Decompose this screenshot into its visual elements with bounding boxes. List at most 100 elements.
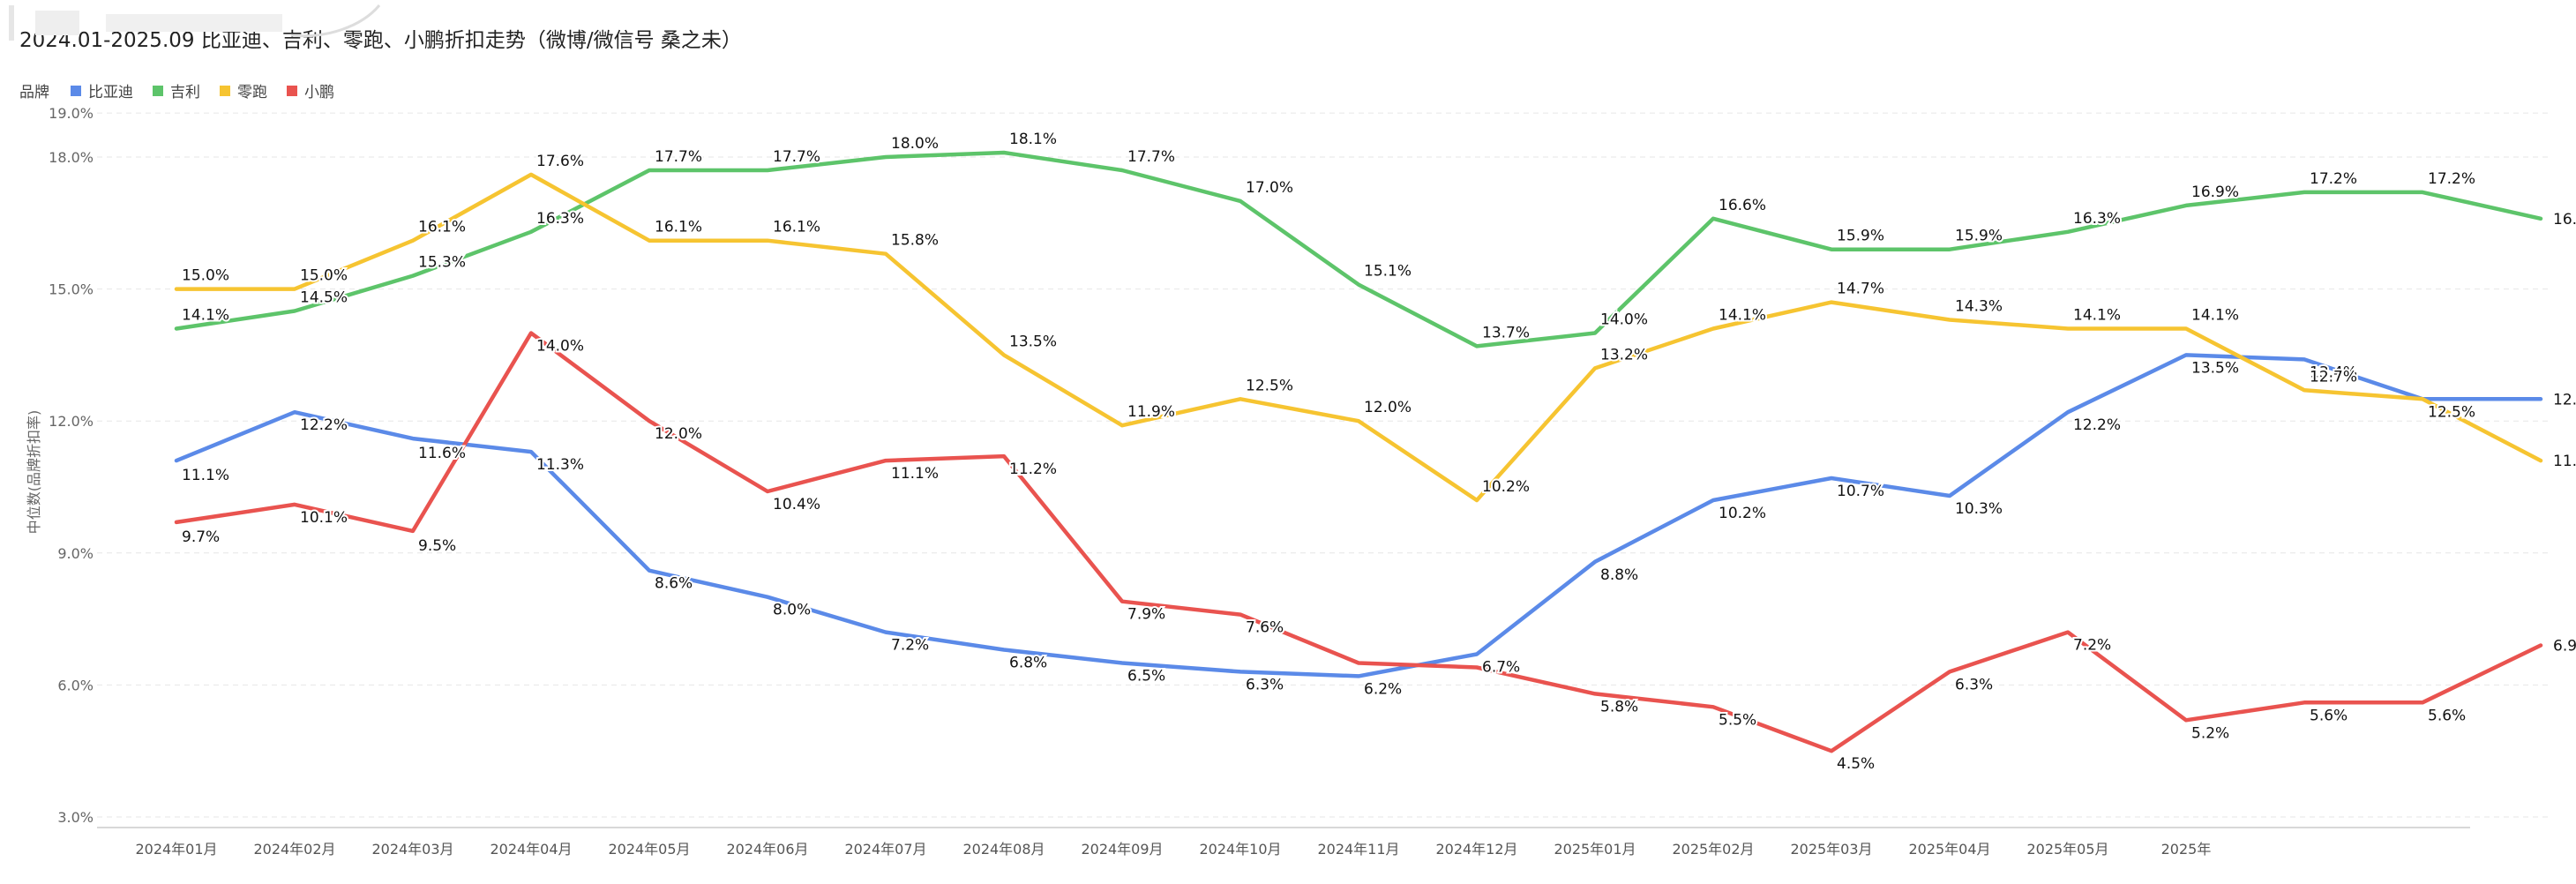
y-tick-label: 9.0% <box>57 545 94 562</box>
legend-swatch <box>153 85 163 96</box>
data-label: 5.5% <box>1719 711 1756 729</box>
data-label: 12.2% <box>300 416 348 434</box>
legend-item-xpeng[interactable]: 小鹏 <box>287 79 334 101</box>
data-label: 15.1% <box>1364 263 1412 281</box>
data-label: 6.2% <box>1364 680 1402 698</box>
data-label: 5.2% <box>2191 724 2229 742</box>
data-label: 15.3% <box>418 254 466 272</box>
x-tick-label: 2024年06月 <box>726 841 808 858</box>
x-tick-label: 2025年 <box>2161 841 2212 858</box>
data-label: 14.1% <box>182 306 229 324</box>
legend-label: 零跑 <box>237 84 267 101</box>
x-tick-label: 2024年03月 <box>371 841 453 858</box>
data-label: 10.3% <box>1955 500 2003 518</box>
legend-title: 品牌 <box>19 84 49 101</box>
data-label: 6.7% <box>1482 658 1520 676</box>
data-label: 11.1% <box>891 465 939 483</box>
data-label: 15.9% <box>1955 228 2003 245</box>
data-label: 17.7% <box>773 148 820 166</box>
data-label: 16.1% <box>418 219 466 236</box>
legend-label: 比亚迪 <box>88 84 133 101</box>
data-label: 6.3% <box>1246 676 1284 693</box>
x-tick-label: 2024年05月 <box>608 841 690 858</box>
x-tick-label: 2025年01月 <box>1554 841 1636 858</box>
data-label: 6.3% <box>1955 676 1993 693</box>
data-label: 14.1% <box>2191 306 2239 324</box>
data-label: 14.0% <box>1600 311 1648 328</box>
data-label: 16.6% <box>1719 197 1766 214</box>
y-tick-label: 19.0% <box>49 105 94 122</box>
data-label: 14.1% <box>1719 306 1766 324</box>
legend-item-geely[interactable]: 吉利 <box>153 79 200 101</box>
data-label: 14.5% <box>300 289 348 307</box>
data-label: 10.2% <box>1719 505 1766 522</box>
data-label: 15.9% <box>1837 228 1884 245</box>
data-label: 12.5% <box>2553 391 2576 408</box>
data-label: 7.2% <box>891 637 929 655</box>
x-tick-label: 2024年09月 <box>1081 841 1163 858</box>
data-label: 18.0% <box>891 135 939 153</box>
data-label: 16.6% <box>2553 211 2576 228</box>
data-label: 15.0% <box>182 267 229 285</box>
y-tick-label: 15.0% <box>49 281 94 298</box>
data-label: 9.7% <box>182 528 220 546</box>
series-line-3 <box>174 331 2543 753</box>
data-label: 11.1% <box>2553 453 2576 470</box>
x-tick-label: 2024年07月 <box>844 841 926 858</box>
data-label: 14.3% <box>1955 298 2003 316</box>
data-label: 9.5% <box>418 537 456 555</box>
data-label: 10.4% <box>773 496 820 513</box>
x-tick-label: 2024年01月 <box>135 841 217 858</box>
data-label: 16.9% <box>2191 184 2239 201</box>
x-tick-label: 2024年02月 <box>253 841 335 858</box>
data-label: 11.2% <box>1009 461 1057 478</box>
legend-swatch <box>287 85 297 96</box>
chart-title: 2024.01-2025.09 比亚迪、吉利、零跑、小鹏折扣走势（微博/微信号 … <box>19 29 742 52</box>
data-label: 18.1% <box>1009 131 1057 148</box>
data-label: 17.7% <box>655 148 702 166</box>
data-label: 7.9% <box>1127 606 1165 624</box>
data-label: 10.7% <box>1837 483 1884 500</box>
series-line-2 <box>174 172 2543 503</box>
x-tick-label: 2025年03月 <box>1790 841 1872 858</box>
data-label: 11.1% <box>182 467 229 484</box>
x-tick-label: 2025年04月 <box>1908 841 1990 858</box>
data-label: 8.8% <box>1600 566 1638 584</box>
x-tick-label: 2024年11月 <box>1317 841 1399 858</box>
data-label: 5.8% <box>1600 698 1638 715</box>
x-tick-label: 2024年10月 <box>1199 841 1281 858</box>
x-tick-label: 2024年04月 <box>490 841 572 858</box>
x-tick-label: 2025年02月 <box>1672 841 1754 858</box>
data-label: 17.0% <box>1246 179 1293 197</box>
series-line-0 <box>174 353 2543 678</box>
y-tick-label: 6.0% <box>57 677 94 693</box>
data-label: 16.3% <box>2073 210 2121 228</box>
y-tick-label: 3.0% <box>57 809 94 826</box>
data-label: 16.1% <box>773 219 820 236</box>
data-label: 13.7% <box>1482 324 1530 341</box>
data-label: 7.2% <box>2073 637 2111 655</box>
x-tick-label: 2025年05月 <box>2026 841 2108 858</box>
series-line-1 <box>174 150 2543 348</box>
watermark <box>9 4 381 41</box>
y-tick-label: 18.0% <box>49 149 94 166</box>
data-label: 15.0% <box>300 267 348 285</box>
data-label: 16.3% <box>536 210 584 228</box>
data-label: 13.5% <box>2191 359 2239 377</box>
legend-item-leapmotor[interactable]: 零跑 <box>220 79 267 101</box>
legend-label: 吉利 <box>170 84 200 101</box>
data-label: 12.5% <box>2428 403 2475 421</box>
data-label: 8.6% <box>655 575 693 593</box>
data-label: 14.1% <box>2073 306 2121 324</box>
data-label: 14.0% <box>536 337 584 355</box>
legend-item-byd[interactable]: 比亚迪 <box>71 79 133 101</box>
legend-swatch <box>220 85 230 96</box>
data-label: 6.8% <box>1009 655 1047 672</box>
data-label: 8.0% <box>773 602 811 619</box>
y-tick-label: 12.0% <box>49 413 94 430</box>
data-label: 15.8% <box>891 232 939 250</box>
data-label: 11.6% <box>418 445 466 462</box>
legend: 品牌 比亚迪 吉利 零跑 小鹏 <box>19 79 354 101</box>
data-label: 17.2% <box>2310 170 2357 188</box>
